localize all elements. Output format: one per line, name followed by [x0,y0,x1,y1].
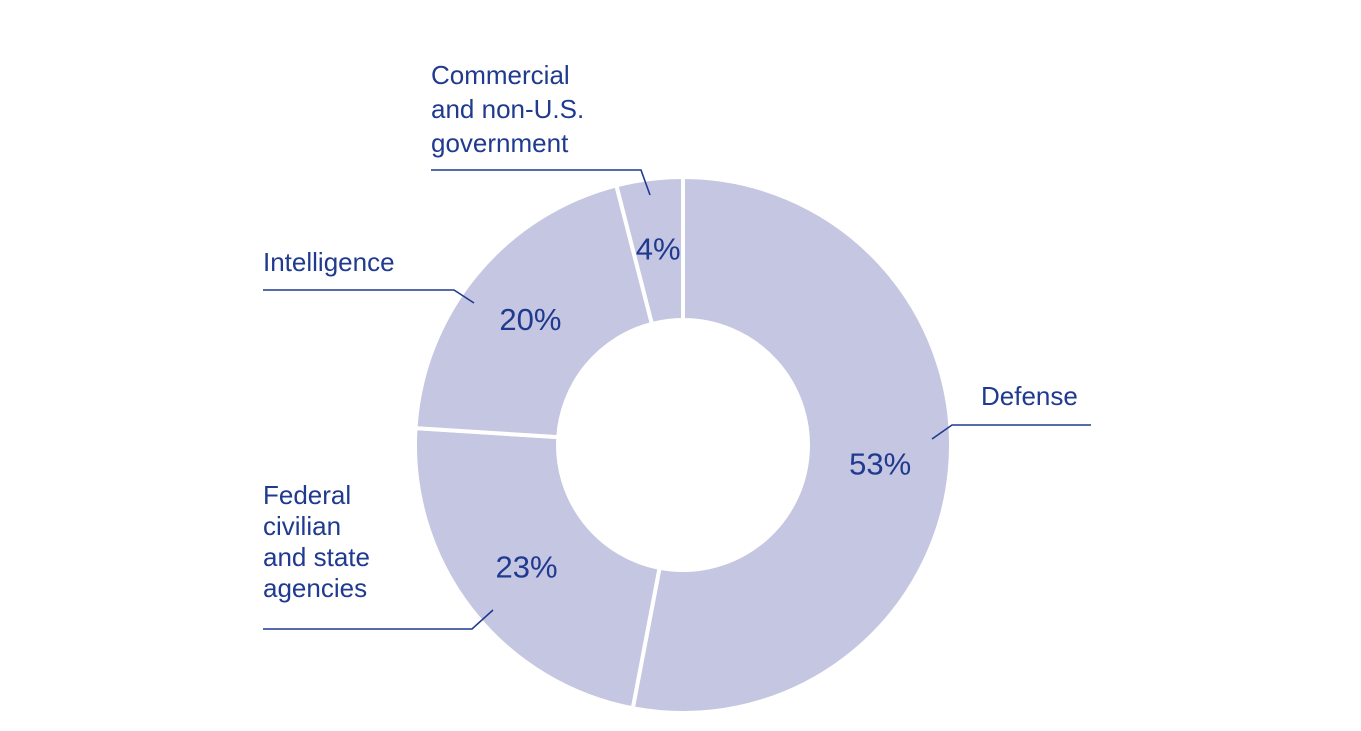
category-label-line: and state [263,542,370,572]
category-label-line: and non-U.S. [431,94,584,124]
category-label-defense: Defense [981,381,1078,411]
slice-intelligence [413,182,655,440]
slice-defense [630,174,953,715]
slices-layer [413,174,953,715]
category-label-line: Commercial [431,60,570,90]
labels-layer: 53% Defense 23% Federal civilian and state age… [263,60,1078,603]
value-label-intelligence: 20% [499,302,561,337]
category-label-line: Federal [263,480,351,510]
slice-commercial-and-non-u-s-government [613,174,685,327]
leader-lines-layer [263,169,1091,630]
category-label-intelligence: Intelligence [263,247,395,277]
leader-line-commercial-and-non-u-s-government [431,169,651,196]
category-label-line: civilian [263,511,341,541]
category-label-line: agencies [263,573,367,603]
value-label-defense: 53% [849,447,911,482]
leader-line-federal-civilian-and-state-agencies [263,609,494,630]
leader-line-intelligence [263,289,475,304]
value-label-commercial-and-non-u-s-government: 4% [636,232,681,267]
category-label-line: Defense [981,381,1078,411]
category-label-line: government [431,128,569,158]
category-label-commercial-and-non-u-s-government: Commercial and non-U.S. government [431,60,584,158]
slice-federal-civilian-and-state-agencies [413,426,662,711]
category-label-line: Intelligence [263,247,395,277]
category-label-federal-civilian-and-state-agencies: Federal civilian and state agencies [263,480,370,603]
leader-line-defense [931,424,1091,440]
value-label-federal-civilian-and-state-agencies: 23% [496,549,558,584]
